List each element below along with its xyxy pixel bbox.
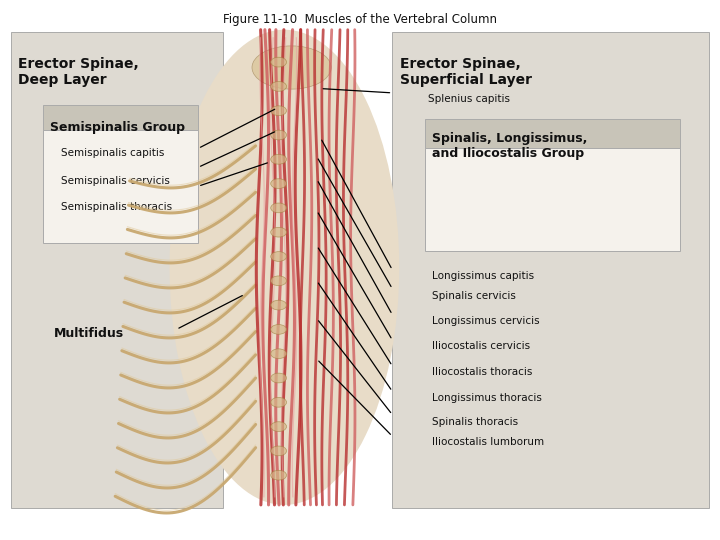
Ellipse shape: [271, 57, 287, 67]
Ellipse shape: [271, 422, 287, 431]
Ellipse shape: [271, 276, 287, 286]
Text: Semispinalis capitis: Semispinalis capitis: [61, 148, 165, 159]
Text: Semispinalis thoracis: Semispinalis thoracis: [61, 202, 172, 213]
Ellipse shape: [271, 179, 287, 188]
Ellipse shape: [252, 46, 331, 89]
Ellipse shape: [170, 30, 399, 505]
Text: Splenius capitis: Splenius capitis: [428, 94, 510, 105]
Ellipse shape: [271, 106, 287, 116]
Text: Figure 11-10  Muscles of the Vertebral Column: Figure 11-10 Muscles of the Vertebral Co…: [223, 14, 497, 26]
Text: Semispinalis cervicis: Semispinalis cervicis: [61, 176, 170, 186]
Text: Multifidus: Multifidus: [54, 327, 124, 340]
Text: Semispinalis Group: Semispinalis Group: [50, 122, 185, 134]
Ellipse shape: [271, 300, 287, 310]
Text: Longissimus capitis: Longissimus capitis: [432, 271, 534, 281]
Ellipse shape: [271, 397, 287, 407]
Text: Spinalis cervicis: Spinalis cervicis: [432, 291, 516, 301]
Text: Longissimus cervicis: Longissimus cervicis: [432, 316, 539, 326]
Text: Erector Spinae,
Deep Layer: Erector Spinae, Deep Layer: [18, 57, 139, 87]
FancyBboxPatch shape: [43, 105, 198, 130]
Ellipse shape: [271, 252, 287, 261]
FancyBboxPatch shape: [43, 130, 198, 243]
Text: Spinalis thoracis: Spinalis thoracis: [432, 417, 518, 427]
Text: Longissimus thoracis: Longissimus thoracis: [432, 393, 542, 403]
Ellipse shape: [271, 373, 287, 383]
FancyBboxPatch shape: [392, 32, 709, 508]
Ellipse shape: [271, 349, 287, 359]
Text: Erector Spinae,
Superficial Layer: Erector Spinae, Superficial Layer: [400, 57, 531, 87]
FancyBboxPatch shape: [425, 148, 680, 251]
Ellipse shape: [271, 470, 287, 480]
Text: Iliocostalis cervicis: Iliocostalis cervicis: [432, 341, 530, 352]
FancyBboxPatch shape: [425, 119, 680, 148]
Ellipse shape: [271, 446, 287, 456]
Ellipse shape: [271, 130, 287, 140]
FancyBboxPatch shape: [11, 32, 223, 508]
Ellipse shape: [271, 325, 287, 334]
Ellipse shape: [271, 154, 287, 164]
Ellipse shape: [271, 203, 287, 213]
Ellipse shape: [271, 227, 287, 237]
Text: Iliocostalis lumborum: Iliocostalis lumborum: [432, 437, 544, 448]
Text: Iliocostalis thoracis: Iliocostalis thoracis: [432, 367, 532, 377]
Ellipse shape: [271, 82, 287, 91]
Text: Spinalis, Longissimus,
and Iliocostalis Group: Spinalis, Longissimus, and Iliocostalis …: [432, 132, 588, 160]
